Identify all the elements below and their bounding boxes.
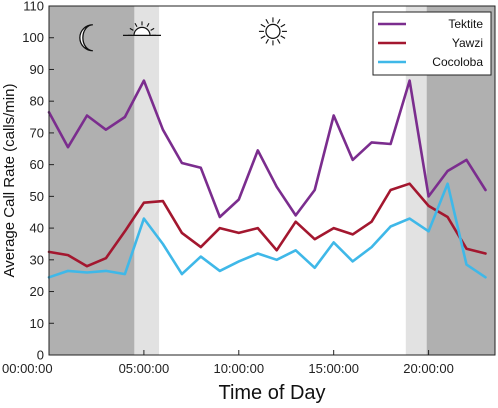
y-tick-label: 20	[30, 284, 44, 299]
y-axis-title: Average Call Rate (calls/min)	[1, 84, 18, 278]
legend: Tektite Yawzi Cocoloba	[372, 11, 492, 76]
y-tick-label: 110	[23, 0, 44, 14]
y-tick-label: 70	[30, 125, 44, 140]
x-tick-label: 05:00:00	[119, 361, 170, 376]
x-tick-label: 20:00:00	[403, 361, 454, 376]
moon-icon	[79, 24, 93, 52]
time-of-day-icons	[79, 17, 287, 52]
y-tick-label: 100	[22, 30, 44, 45]
y-tick-label: 60	[30, 157, 44, 172]
x-tick-label: 15:00:00	[308, 361, 359, 376]
y-tick-label: 30	[30, 252, 44, 267]
series-line-yawzi	[47, 182, 487, 268]
y-tick-label: 80	[30, 94, 44, 109]
y-tick-label: 0	[37, 348, 44, 363]
legend-label-yawzi: Yawzi	[452, 36, 483, 50]
y-tick-label: 10	[30, 316, 44, 331]
y-tick-label: 90	[30, 62, 44, 77]
legend-label-cocoloba: Cocoloba	[432, 55, 483, 69]
shaded-band-0	[49, 6, 135, 355]
legend-label-tektite: Tektite	[448, 17, 483, 31]
series-line-cocoloba	[47, 182, 487, 279]
sun-icon	[258, 17, 287, 46]
x-axis: 00:00:00 05:00:00 10:00:00 15:00:00 20:00:00	[2, 350, 454, 376]
shaded-band-1	[134, 6, 160, 355]
series-line-tektite	[47, 79, 487, 219]
sunrise-icon	[122, 21, 161, 37]
x-tick-label: 00:00:00	[2, 361, 53, 376]
x-axis-title: Time of Day	[218, 382, 325, 404]
series-lines	[47, 79, 487, 279]
y-tick-label: 50	[30, 189, 44, 204]
y-axis: 0 10 20 30 40 50 60 70 80 90 100 110	[22, 0, 54, 363]
x-tick-label: 10:00:00	[213, 361, 264, 376]
y-tick-label: 40	[30, 221, 44, 236]
plot-frame	[48, 5, 496, 356]
